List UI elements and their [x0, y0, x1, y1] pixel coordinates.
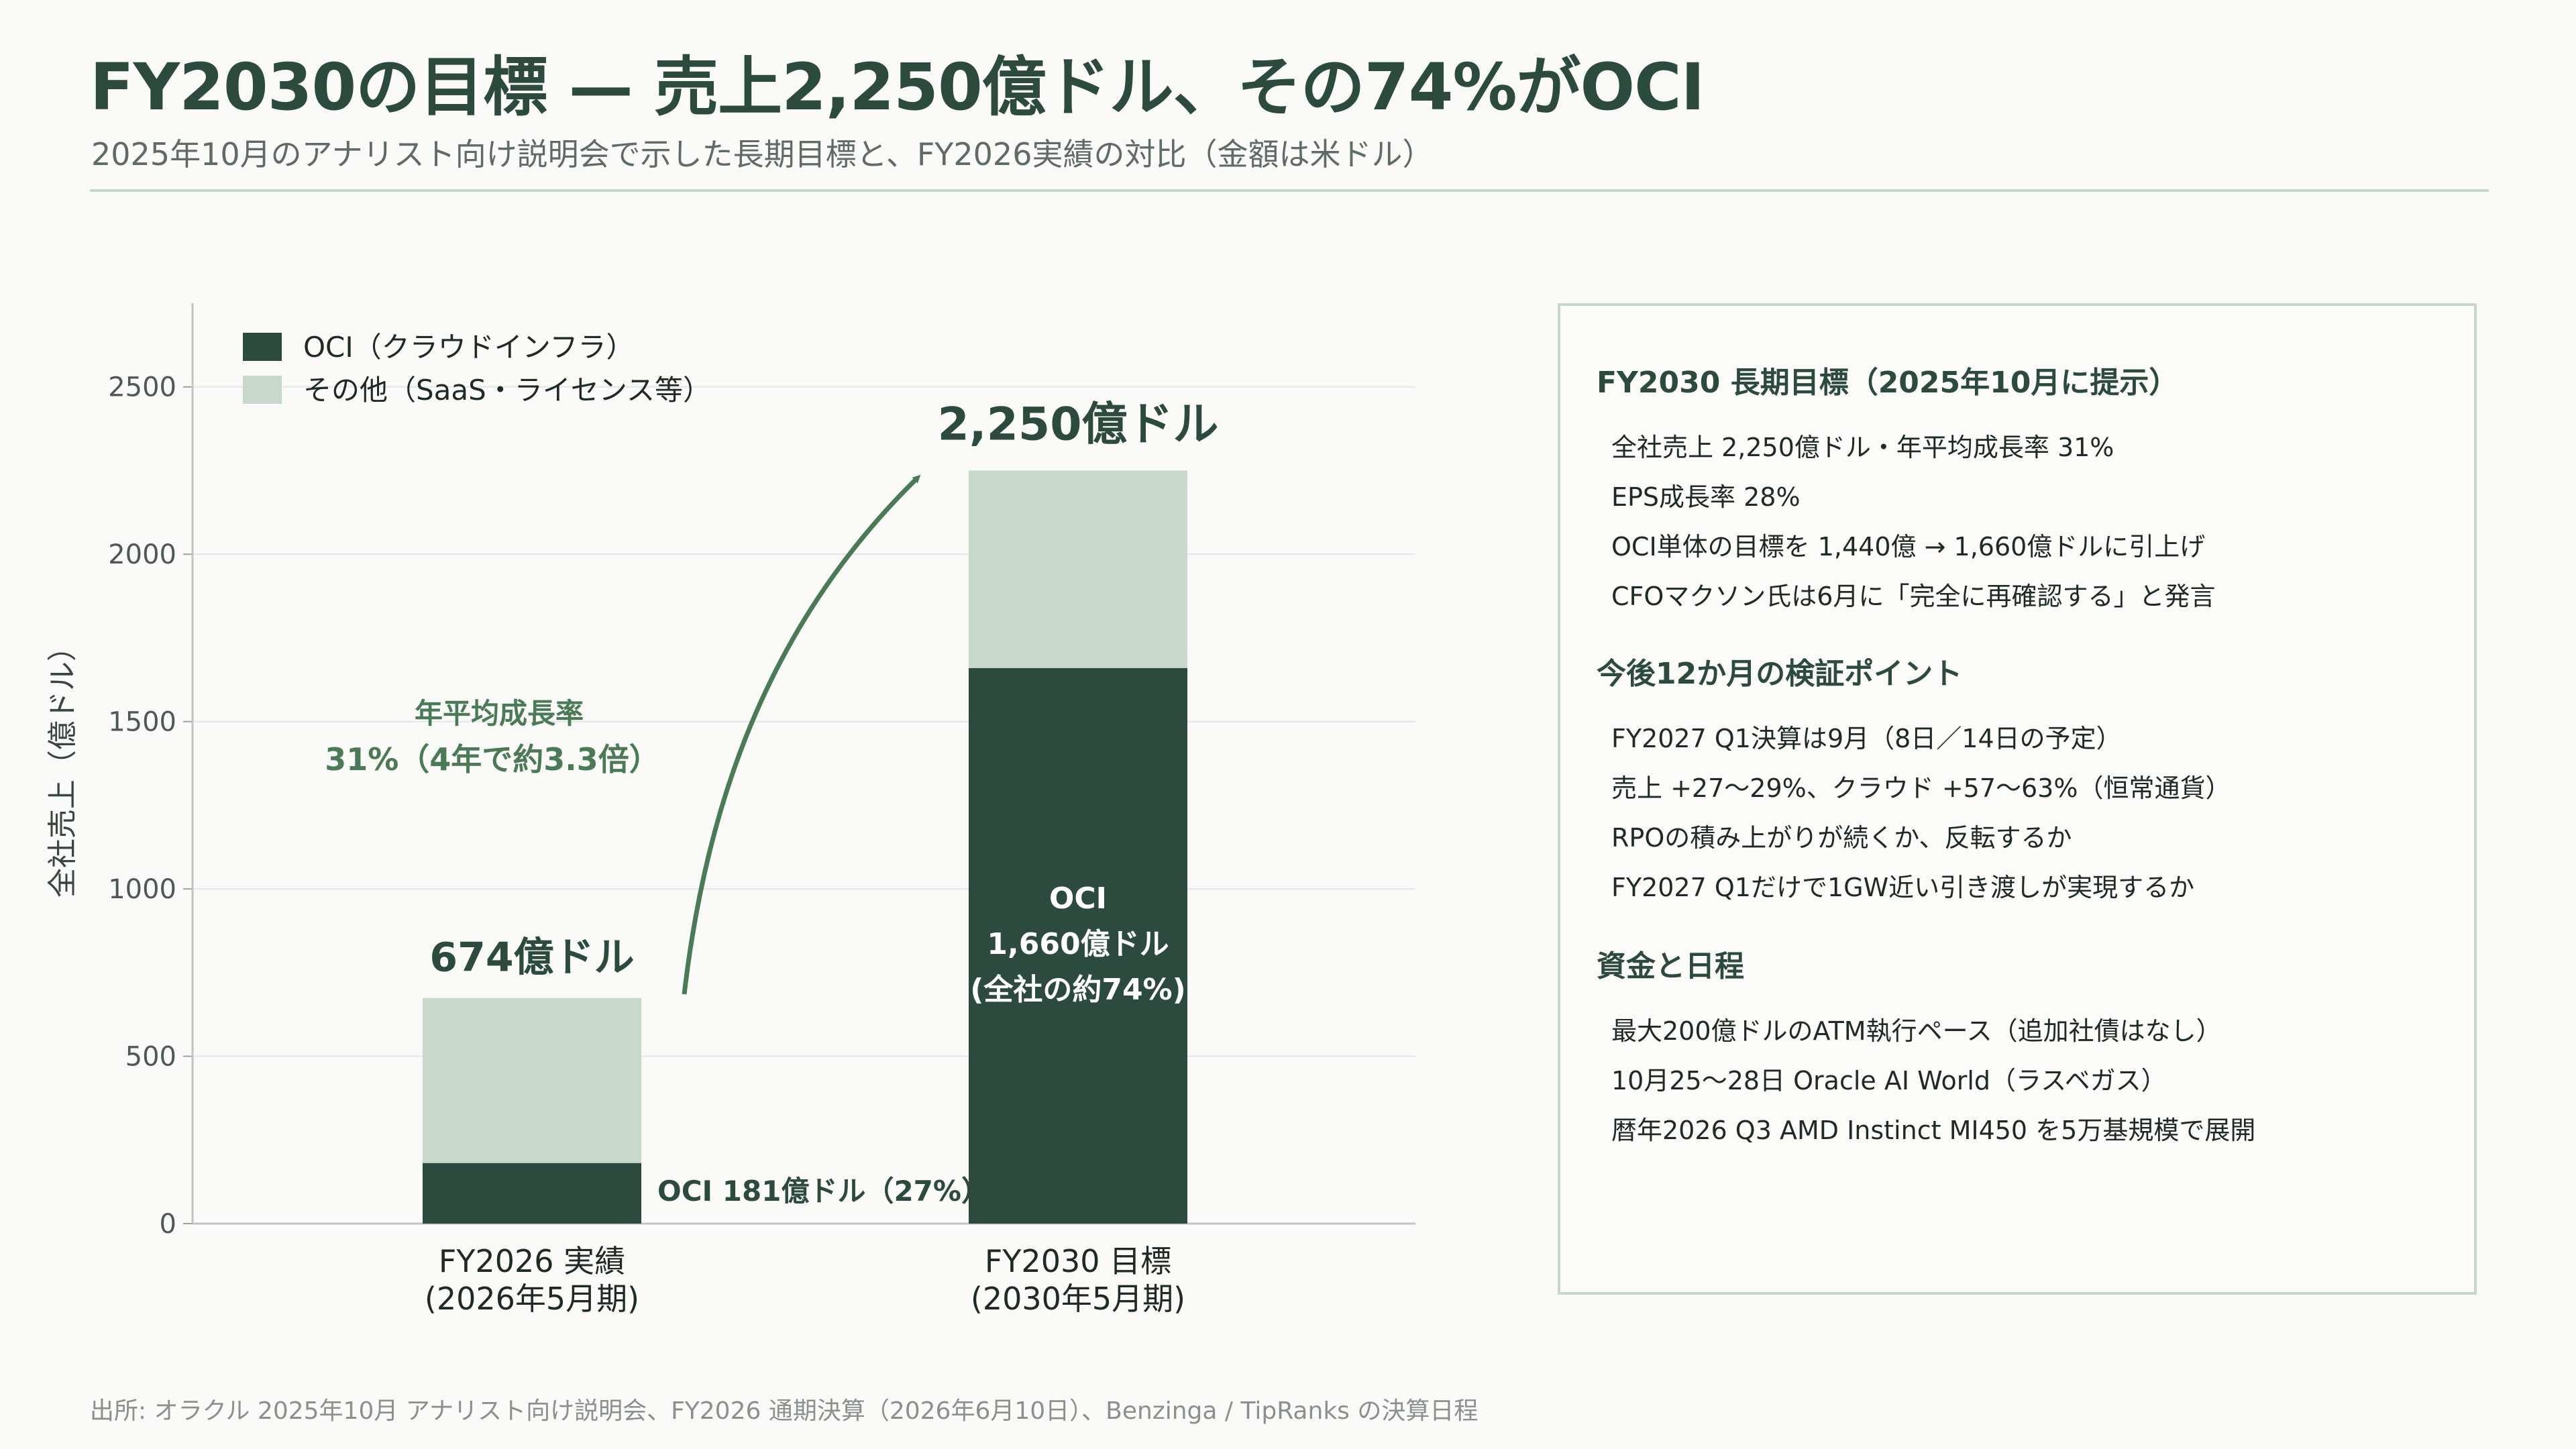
header-divider — [90, 189, 2489, 192]
oci-fy2030-label: 1,660億ドル — [987, 927, 1169, 961]
x-tick-label: (2026年5月期) — [425, 1281, 639, 1317]
panel-item: 全社売上 2,250億ドル・年平均成長率 31% — [1611, 433, 2114, 462]
oci-fy2026-label: OCI 181億ドル（27%） — [657, 1175, 989, 1208]
page-subtitle: 2025年10月のアナリスト向け説明会で示した長期目標と、FY2026実績の対比… — [91, 136, 1434, 172]
panel-section-title: FY2030 長期目標（2025年10月に提示） — [1597, 366, 2179, 400]
legend-swatch — [243, 333, 282, 361]
panel-item: FY2027 Q1だけで1GW近い引き渡しが実現するか — [1611, 873, 2195, 902]
panel-section-title: 今後12か月の検証ポイント — [1597, 657, 1963, 691]
total-label: 674億ドル — [429, 934, 634, 981]
y-tick-label: 2500 — [108, 372, 176, 403]
source-note: 出所: オラクル 2025年10月 アナリスト向け説明会、FY2026 通期決算… — [90, 1397, 1479, 1425]
panel-item: CFOマクソン氏は6月に「完全に再確認する」と発言 — [1611, 582, 2216, 611]
y-tick-label: 1000 — [108, 874, 176, 905]
cagr-value: 31%（4年で約3.3倍） — [325, 741, 660, 777]
x-tick-label: FY2030 目標 — [985, 1243, 1171, 1279]
panel-item: 最大200億ドルのATM執行ペース（追加社債はなし） — [1611, 1016, 2222, 1046]
y-tick-label: 1500 — [108, 707, 176, 738]
y-tick-label: 0 — [160, 1209, 176, 1240]
panel-item: 暦年2026 Q3 AMD Instinct MI450 を5万基規模で展開 — [1611, 1116, 2256, 1145]
targets-panel: FY2030 長期目標（2025年10月に提示） 全社売上 2,250億ドル・年平… — [1558, 303, 2477, 1295]
legend-label: OCI（クラウドインフラ） — [303, 331, 635, 364]
oci-fy2030-label: OCI — [1049, 881, 1107, 916]
legend-label: その他（SaaS・ライセンス等） — [303, 374, 711, 407]
panel-item: FY2027 Q1決算は9月（8日／14日の予定） — [1611, 724, 2122, 753]
bar-oci-1 — [969, 667, 1187, 1224]
panel-item: EPS成長率 28% — [1611, 482, 1801, 512]
chart-labels: FY2026 実績(2026年5月期) 674億ドル FY2030 目標(2030年… — [325, 398, 1218, 1317]
growth-arrow — [682, 474, 921, 995]
bar-oci-0 — [423, 1163, 641, 1224]
panel-item: OCI単体の目標を 1,440億 → 1,660億ドルに引上げ — [1611, 532, 2206, 561]
cagr-title: 年平均成長率 — [415, 697, 584, 730]
bar-other-1 — [969, 470, 1187, 668]
panel-item: 売上 +27〜29%、クラウド +57〜63%（恒常通貨） — [1611, 773, 2231, 803]
panel-item: 10月25〜28日 Oracle AI World（ラスベガス） — [1611, 1066, 2167, 1095]
panel-section-title: 資金と日程 — [1597, 949, 1744, 983]
x-tick-label: (2030年5月期) — [971, 1281, 1185, 1317]
axes: 0 500 1000 1500 2000 2500 全社売上（億ドル） — [46, 303, 1415, 1240]
bars — [423, 470, 1187, 1224]
legend-swatch — [243, 376, 282, 404]
bar-other-0 — [423, 998, 641, 1163]
oci-fy2030-label: (全社の約74%) — [970, 973, 1186, 1007]
legend: OCI（クラウドインフラ） その他（SaaS・ライセンス等） — [243, 331, 711, 407]
total-label: 2,250億ドル — [937, 398, 1218, 451]
gridlines — [193, 386, 1415, 1057]
y-tick-label: 2000 — [108, 539, 176, 570]
y-tick-label: 500 — [125, 1042, 176, 1073]
page-title: FY2030の目標 — 売上2,250億ドル、その74%がOCI — [90, 50, 1705, 125]
panel-item: RPOの積み上がりが続くか、反転するか — [1611, 823, 2072, 853]
x-tick-label: FY2026 実績 — [439, 1243, 625, 1279]
y-axis-label: 全社売上（億ドル） — [46, 632, 80, 898]
